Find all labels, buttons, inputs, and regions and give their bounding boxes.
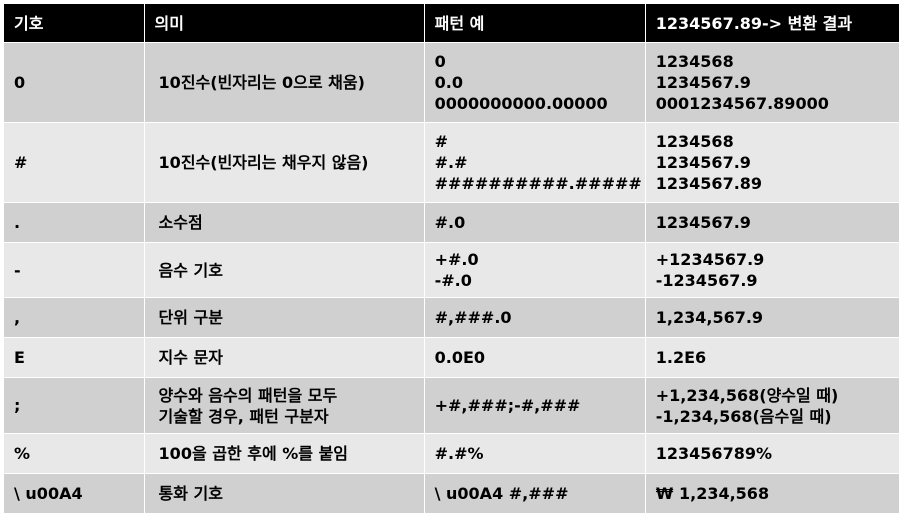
cell-symbol: \ u00A4 [3,473,145,514]
cell-result-line: +1,234,568(양수일 때) [655,385,839,405]
cell-result-line: 0001234567.89000 [655,94,829,113]
cell-meaning-line: 10진수(빈자리는 0으로 채움) [158,73,365,92]
table-row: E 지수 문자 0.0E0 1.2E6 [3,337,901,378]
cell-meaning-line: 단위 구분 [158,308,223,327]
cell-meaning-line: 양수와 음수의 패턴을 모두 [158,385,338,405]
cell-result: +1,234,568(양수일 때) -1,234,568(음수일 때) [644,377,901,434]
header-meaning: 의미 [143,3,425,43]
cell-result: 1234567.9 [644,202,901,243]
cell-symbol: 0 [3,42,145,123]
cell-meaning: 소수점 [143,202,425,243]
cell-pattern-line: #,###.0 [434,308,512,327]
cell-pattern: \ u00A4 #,### [423,473,646,514]
cell-pattern-line: #.# [434,153,468,172]
cell-pattern: #.0 [423,202,646,243]
cell-result-line: -1,234,568(음수일 때) [655,406,832,426]
cell-result-line: -1234567.9 [655,271,758,290]
cell-meaning-line: 기술할 경우, 패턴 구분자 [158,406,329,426]
cell-pattern-line: +#,###;-#,### [434,396,581,415]
cell-result-line: 1234567.9 [655,73,751,92]
cell-pattern: +#.0 -#.0 [423,242,646,298]
header-result: 1234567.89-> 변환 결과 [644,3,901,43]
cell-pattern-line: #.#% [434,444,484,463]
cell-meaning: 지수 문자 [143,337,425,378]
cell-meaning: 100을 곱한 후에 %를 붙임 [143,433,425,474]
cell-meaning-line: 통화 기호 [158,484,223,503]
cell-meaning-line: 음수 기호 [158,260,223,280]
cell-result: +1234567.9 -1234567.9 [644,242,901,298]
cell-meaning-line: 소수점 [158,213,203,232]
cell-result-line: 1,234,567.9 [655,308,764,327]
cell-symbol: % [3,433,145,474]
cell-pattern-line: # [434,132,449,151]
cell-meaning: 통화 기호 [143,473,425,514]
cell-meaning: 음수 기호 [143,242,425,298]
cell-symbol: # [3,122,145,203]
cell-pattern-line: \ u00A4 #,### [434,484,569,503]
format-symbol-table: 기호 의미 패턴 예 1234567.89-> 변환 결과 0 10진수(빈자리… [3,3,901,514]
cell-result-line: +1234567.9 [655,250,765,269]
cell-pattern-line: 0 [434,52,446,71]
cell-pattern-line: ##########.##### [434,174,642,193]
cell-pattern: #,###.0 [423,297,646,338]
cell-meaning: 단위 구분 [143,297,425,338]
cell-result: ₩ 1,234,568 [644,473,901,514]
table-row: 0 10진수(빈자리는 0으로 채움) 0 0.0 0000000000.000… [3,42,901,123]
cell-result: 1234568 1234567.9 0001234567.89000 [644,42,901,123]
cell-pattern: +#,###;-#,### [423,377,646,434]
cell-result-line: 123456789% [655,444,772,463]
cell-result-line: 1.2E6 [655,348,707,367]
cell-meaning: 양수와 음수의 패턴을 모두 기술할 경우, 패턴 구분자 [143,377,425,434]
cell-symbol: ; [3,377,145,434]
cell-result-line: 1234567.89 [655,174,763,193]
cell-result: 1,234,567.9 [644,297,901,338]
header-pattern: 패턴 예 [423,3,646,43]
cell-pattern: 0.0E0 [423,337,646,378]
cell-result-line: 1234567.9 [655,213,751,232]
cell-symbol: - [3,242,145,298]
table-row: # 10진수(빈자리는 채우지 않음) # #.# ##########.###… [3,122,901,203]
cell-pattern-line: +#.0 [434,250,479,269]
header-row: 기호 의미 패턴 예 1234567.89-> 변환 결과 [3,3,901,43]
table-row: \ u00A4 통화 기호 \ u00A4 #,### ₩ 1,234,568 [3,473,901,514]
cell-pattern: #.#% [423,433,646,474]
cell-pattern-line: 0.0E0 [434,348,486,367]
cell-pattern-line: #.0 [434,213,466,232]
cell-symbol: , [3,297,145,338]
cell-result: 123456789% [644,433,901,474]
cell-meaning-line: 지수 문자 [158,348,223,367]
cell-pattern-line: 0000000000.00000 [434,94,608,113]
cell-result-line: 1234568 [655,132,734,151]
cell-result-line: ₩ 1,234,568 [655,484,770,503]
cell-result: 1234568 1234567.9 1234567.89 [644,122,901,203]
cell-result-line: 1234567.9 [655,153,751,172]
cell-pattern-line: -#.0 [434,271,472,290]
cell-result: 1.2E6 [644,337,901,378]
table-row: % 100을 곱한 후에 %를 붙임 #.#% 123456789% [3,433,901,474]
cell-pattern: 0 0.0 0000000000.00000 [423,42,646,123]
cell-meaning-line: 100을 곱한 후에 %를 붙임 [158,444,349,463]
cell-result-line: 1234568 [655,52,734,71]
header-symbol: 기호 [3,3,145,43]
cell-meaning-line: 10진수(빈자리는 채우지 않음) [158,153,369,172]
cell-symbol: E [3,337,145,378]
cell-pattern: # #.# ##########.##### [423,122,646,203]
cell-meaning: 10진수(빈자리는 0으로 채움) [143,42,425,123]
cell-symbol: . [3,202,145,243]
cell-pattern-line: 0.0 [434,73,463,92]
table-row: - 음수 기호 +#.0 -#.0 +1234567.9 -1234567.9 [3,242,901,298]
cell-meaning: 10진수(빈자리는 채우지 않음) [143,122,425,203]
table-row: ; 양수와 음수의 패턴을 모두 기술할 경우, 패턴 구분자 +#,###;-… [3,377,901,434]
table-row: . 소수점 #.0 1234567.9 [3,202,901,243]
table-row: , 단위 구분 #,###.0 1,234,567.9 [3,297,901,338]
